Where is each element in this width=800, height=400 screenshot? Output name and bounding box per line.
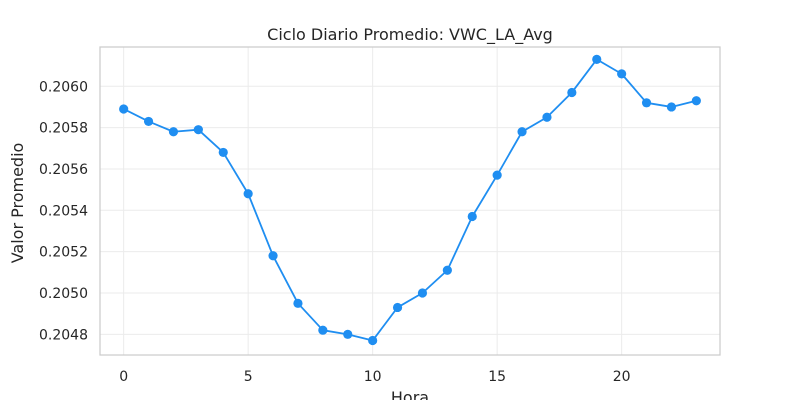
data-point <box>617 69 627 79</box>
data-point <box>168 127 179 137</box>
data-point <box>517 127 527 137</box>
data-point <box>442 265 452 275</box>
data-point <box>218 147 228 158</box>
y-tick-label: 0.2048 <box>39 327 88 343</box>
data-point <box>592 54 602 65</box>
data-point <box>567 87 577 98</box>
x-tick-label: 5 <box>244 369 253 385</box>
x-tick-label: 0 <box>119 369 128 385</box>
data-point <box>268 251 278 261</box>
y-tick-label: 0.2056 <box>39 162 88 178</box>
grid <box>100 47 720 355</box>
plot-frame <box>99 46 721 356</box>
data-point <box>143 116 154 127</box>
y-tick-label: 0.2052 <box>39 245 88 261</box>
data-point <box>368 335 378 346</box>
y-tick-label: 0.2050 <box>39 286 88 302</box>
data-point <box>691 96 701 106</box>
y-axis: 0.2048 0.2050 0.2052 0.2054 0.2056 0.2058 0.20… <box>39 79 88 343</box>
data-point <box>318 325 328 335</box>
data-point <box>492 170 502 180</box>
data-point <box>392 302 403 313</box>
series-line <box>123 58 697 342</box>
x-tick-label: 10 <box>364 369 382 385</box>
series-layer <box>119 54 701 346</box>
data-point <box>641 98 652 108</box>
data-point <box>243 189 253 199</box>
y-tick-label: 0.2060 <box>39 79 88 95</box>
data-point <box>666 102 677 112</box>
y-tick-label: 0.2058 <box>39 121 88 137</box>
data-point <box>417 288 428 298</box>
y-axis-label: Valor Promedio <box>8 143 27 264</box>
x-axis: 0 5 10 15 20 <box>119 369 630 385</box>
data-point <box>467 211 477 222</box>
data-point <box>193 125 203 135</box>
x-tick-label: 20 <box>613 369 631 385</box>
data-point <box>542 112 552 122</box>
x-tick-label: 15 <box>488 369 506 385</box>
data-point <box>343 329 353 339</box>
data-point <box>293 298 303 308</box>
chart-title: Ciclo Diario Promedio: VWC_LA_Avg <box>267 25 553 45</box>
x-axis-label: Hora <box>391 388 429 400</box>
y-tick-label: 0.2054 <box>39 203 88 219</box>
data-point <box>119 104 129 114</box>
